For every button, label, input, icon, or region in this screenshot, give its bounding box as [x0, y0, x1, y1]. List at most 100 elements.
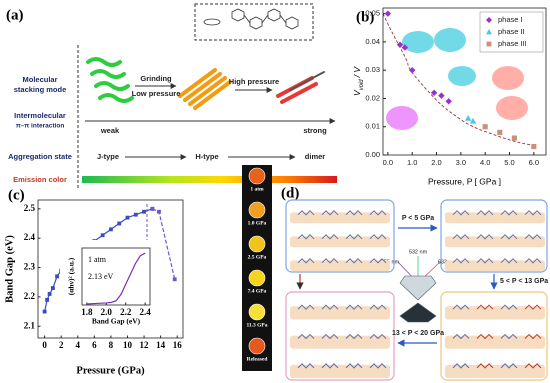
molecule: [321, 210, 339, 216]
point: [445, 98, 452, 105]
molecule: [321, 234, 339, 240]
molecule: [297, 304, 315, 310]
x-tick-label: 2.0: [431, 158, 441, 167]
molecule: [500, 210, 518, 216]
structure-snapshots: [386, 28, 528, 130]
panel-label: (d): [281, 185, 299, 201]
legend-label: phase III: [498, 39, 527, 48]
row-label: Molecular: [22, 75, 57, 84]
plot-frame: [81, 247, 151, 306]
dimer-stack: [276, 71, 325, 104]
y-tick-label: 0.01: [365, 122, 380, 131]
photo-label: 11.3 GPa: [246, 322, 267, 328]
x-tick-label: 0.0: [383, 158, 393, 167]
point: [125, 215, 130, 220]
point: [469, 117, 477, 124]
y-tick-label: 0.03: [365, 65, 380, 74]
layer: [445, 364, 545, 379]
y-axis-label: (αhν)² (a.u.): [67, 257, 76, 295]
photo: [248, 269, 266, 287]
point: [142, 209, 146, 214]
layer: [290, 260, 390, 272]
series-line: [152, 208, 176, 280]
layer: [290, 364, 390, 379]
x-tick-label: 1.0: [407, 158, 417, 167]
point: [396, 41, 404, 48]
molecule: [452, 333, 470, 340]
x-tick-label: 5.0: [504, 158, 514, 167]
arrow-label: Low pressure: [132, 89, 181, 98]
layer: [290, 306, 390, 320]
molecule: [369, 363, 387, 369]
y-tick-label: 0.04: [365, 37, 380, 46]
point: [47, 292, 52, 296]
layer: [290, 236, 390, 248]
molecule: [476, 210, 494, 216]
molecule: [297, 210, 315, 216]
y-tick-label: 2.2: [24, 291, 36, 301]
layer: [445, 335, 545, 349]
molecule: [345, 210, 363, 216]
transition-label: P < 5 GPa: [402, 215, 434, 222]
panel-label: (a): [6, 7, 24, 23]
x-tick-label: 4.0: [480, 158, 490, 167]
molecule: [476, 304, 494, 310]
fit-curve: [382, 13, 536, 146]
molecule: [345, 258, 363, 264]
point: [45, 297, 50, 302]
x-tick-label: 2.0: [101, 307, 113, 317]
laser-label: 355 nm: [381, 259, 400, 265]
point: [408, 66, 416, 74]
molecule: [524, 304, 542, 310]
point: [117, 221, 122, 226]
y-tick-label: 2.3: [24, 262, 36, 272]
x-tick-label: 0: [42, 340, 47, 350]
legend-marker: [486, 29, 492, 35]
row-label: π–π interaction: [16, 123, 65, 130]
interaction-label: strong: [303, 126, 327, 135]
point: [531, 143, 537, 150]
panel-label: (b): [356, 9, 374, 25]
y-axis-label: Band Gap (eV): [4, 235, 15, 303]
point: [55, 274, 59, 279]
x-axis-label: Band Gap (eV): [92, 317, 141, 326]
molecule: [321, 258, 339, 264]
y-tick-label: 0.05: [365, 9, 380, 18]
x-tick-label: 10: [123, 340, 133, 350]
layer: [445, 260, 545, 272]
structure-box: [194, 3, 314, 41]
y-tick-label: 2.1: [24, 320, 36, 330]
point: [108, 227, 113, 232]
x-tick-label: 8: [109, 340, 114, 350]
y-axis-label-part: V: [352, 89, 362, 96]
panel-label: (c): [8, 187, 25, 203]
y-axis-label-part: / V: [352, 66, 362, 79]
y-tick-label: 0.00: [365, 150, 380, 159]
molecule: [500, 333, 518, 340]
point: [172, 277, 177, 282]
y-tick-label: 2.4: [24, 232, 36, 242]
aggregation-label: dimer: [305, 152, 326, 161]
x-tick-label: 2.2: [120, 307, 132, 317]
molecule: [369, 234, 387, 240]
y-tick-label: 0.02: [365, 93, 380, 102]
molecule-structure: [203, 8, 299, 30]
x-tick-label: 1.8: [81, 307, 93, 317]
layer: [445, 236, 545, 248]
molecule: [476, 333, 494, 340]
photo-label: 1 atm: [250, 186, 264, 192]
point: [133, 212, 138, 217]
legend-marker: [486, 41, 492, 47]
molecule: [297, 234, 315, 240]
molecule: [297, 258, 315, 264]
photo: [248, 201, 266, 219]
molecule: [452, 304, 470, 310]
x-tick-label: 14: [156, 340, 166, 350]
aggregation-label: J-type: [97, 152, 119, 161]
point: [497, 129, 503, 135]
point: [430, 89, 438, 97]
transition-label: 13 < P < 20 GPa: [392, 330, 444, 337]
molecule: [476, 234, 494, 240]
molecule: [369, 210, 387, 216]
molecule: [500, 363, 518, 369]
